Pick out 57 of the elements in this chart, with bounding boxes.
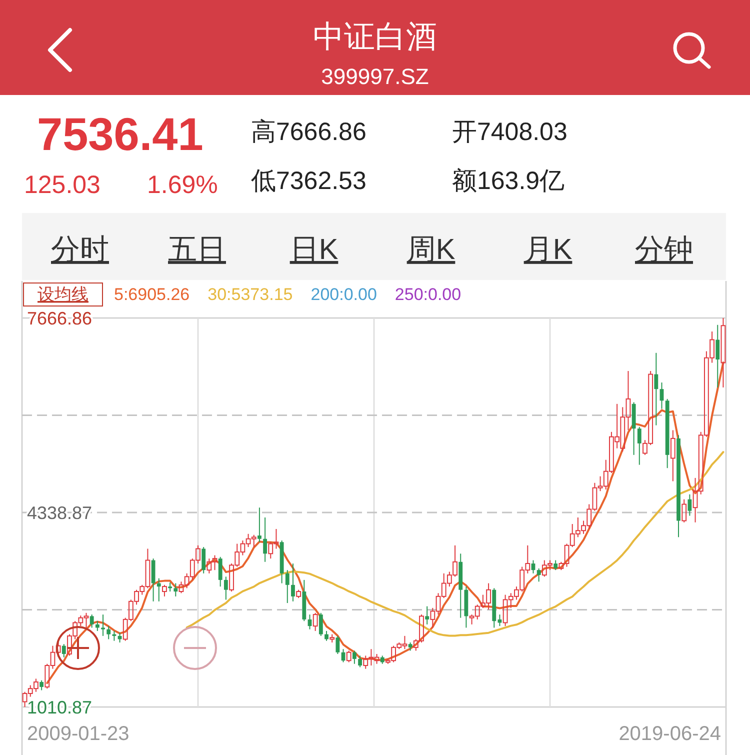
candlestick [336, 635, 340, 654]
candlestick [258, 507, 262, 543]
y-tick-label: 4338.87 [27, 502, 92, 523]
candlestick [90, 614, 94, 628]
y-tick-label: 7666.86 [27, 308, 92, 328]
candlestick [720, 318, 726, 388]
text: 7536.41 [37, 108, 204, 160]
candlestick [263, 516, 268, 562]
candlestick [202, 546, 206, 574]
candlestick [151, 558, 156, 602]
text: 分时 [51, 234, 109, 266]
candlestick [174, 582, 178, 597]
candlestick [554, 560, 558, 571]
candlestick [285, 570, 290, 604]
candlestick [112, 630, 116, 642]
candlestick [224, 576, 228, 600]
text: 5:6905.26 [114, 285, 190, 304]
candlestick [637, 426, 642, 466]
candlestick [425, 606, 430, 625]
candlestick [688, 494, 692, 516]
candlestick [536, 568, 541, 582]
candlestick [62, 644, 66, 658]
line-series [186, 451, 724, 637]
candlestick [40, 680, 44, 691]
chart-subtitle: 399997.SZ [321, 64, 429, 89]
candlestick [101, 614, 105, 636]
text: 2019-06-24 [618, 723, 721, 745]
text: 五日 [168, 234, 226, 266]
text: 日K [290, 234, 339, 266]
candlestick [291, 563, 295, 602]
text: 高7666.86 [251, 118, 366, 146]
text: 125.03 [24, 171, 100, 199]
text: 分钟 [635, 234, 693, 266]
text: 低7362.53 [251, 167, 366, 195]
candlestick [324, 630, 328, 642]
text: 周K [406, 234, 456, 266]
candlestick [654, 352, 658, 426]
candlestick [318, 612, 323, 636]
candlestick [218, 556, 222, 588]
text: 开7408.03 [452, 118, 568, 146]
candlestick [106, 626, 111, 640]
y-tick-label: 1010.87 [27, 697, 92, 718]
candlestick [95, 620, 100, 632]
text: 30:5373.15 [208, 285, 293, 304]
text: 月K [524, 234, 573, 266]
candlestick [156, 578, 161, 602]
candlestick [716, 324, 720, 388]
legend-label: 200:0.00 [310, 285, 377, 304]
chart-title: 中证白酒 [313, 19, 437, 54]
text: 设均线 [38, 285, 88, 304]
legend-label: 250:0.00 [394, 285, 462, 304]
candlestick [352, 650, 356, 664]
candlestick [358, 655, 362, 668]
text: 2009-01-23 [27, 723, 130, 745]
text: 额163.9亿 [452, 167, 565, 195]
text: 1.69% [147, 171, 218, 199]
candlestick [670, 430, 676, 482]
